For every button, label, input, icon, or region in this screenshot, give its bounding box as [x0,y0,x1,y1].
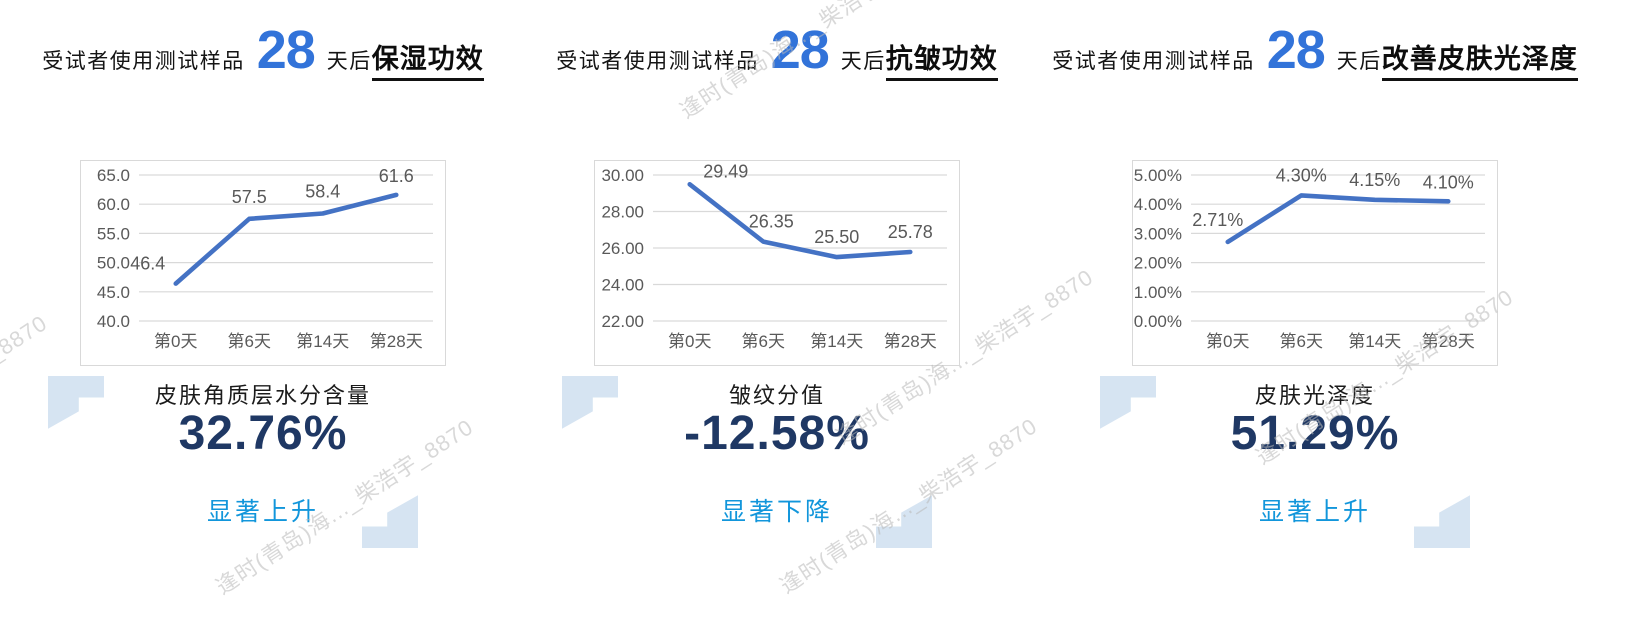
svg-text:3.00%: 3.00% [1134,224,1182,243]
change-status: 显著下降 [720,498,833,526]
svg-text:28.00: 28.00 [601,203,644,222]
svg-text:46.4: 46.4 [130,254,165,274]
svg-text:第6天: 第6天 [228,332,271,351]
svg-text:0.00%: 0.00% [1134,312,1182,331]
change-value: -12.58% [684,407,870,460]
svg-text:第0天: 第0天 [668,332,711,351]
svg-text:4.15%: 4.15% [1349,170,1400,190]
svg-text:22.00: 22.00 [601,312,644,331]
change-value: 32.76% [178,407,348,460]
line-chart-moisture: 65.0 60.0 55.0 50.0 45.0 40.0 第0天 第6天 第14天 第28天 46… [80,160,446,366]
svg-text:第28天: 第28天 [884,332,937,351]
title-mid: 天后 [1336,50,1382,73]
svg-text:26.35: 26.35 [749,212,794,232]
panel-moisturizing: 受试者使用测试样品 28 天后 保湿功效 65.0 60.0 55.0 50.0 45.… [0,0,546,618]
svg-text:25.50: 25.50 [814,227,859,247]
title-highlight: 保湿功效 [371,37,484,81]
svg-text:61.6: 61.6 [379,166,414,186]
title-day-count: 28 [1266,20,1326,80]
change-value: 51.29% [1230,407,1400,460]
title-highlight: 抗皱功效 [885,37,998,81]
title-prefix: 受试者使用测试样品 [556,50,759,73]
change-status: 显著上升 [206,498,319,526]
panel-title: 受试者使用测试样品 28 天后 抗皱功效 [504,20,1050,81]
svg-text:55.0: 55.0 [97,224,130,243]
panel-gloss: 受试者使用测试样品 28 天后 改善皮肤光泽度 5.00% 4.00% 3.00% 2… [1052,0,1638,618]
line-chart-svg: 5.00% 4.00% 3.00% 2.00% 1.00% 0.00% 第0天 第6天 第14天… [1134,165,1485,351]
change-status: 显著上升 [1258,498,1371,526]
svg-text:60.0: 60.0 [97,195,130,214]
svg-text:第14天: 第14天 [810,332,863,351]
line-chart-wrinkle: 30.00 28.00 26.00 24.00 22.00 第0天 第6天 第14天 第28天 2… [594,160,960,366]
svg-text:2.00%: 2.00% [1134,254,1182,273]
title-prefix: 受试者使用测试样品 [42,50,245,73]
svg-text:第28天: 第28天 [1422,332,1475,351]
title-day-count: 28 [256,20,316,80]
svg-text:4.30%: 4.30% [1276,165,1327,185]
svg-text:65.0: 65.0 [97,166,130,185]
svg-text:第0天: 第0天 [1206,332,1249,351]
svg-text:30.00: 30.00 [601,166,644,185]
line-chart-gloss: 5.00% 4.00% 3.00% 2.00% 1.00% 0.00% 第0天 第6天 第14天… [1132,160,1498,366]
panel-anti-wrinkle: 受试者使用测试样品 28 天后 抗皱功效 30.00 28.00 26.00 24.0… [546,0,1092,618]
title-mid: 天后 [840,50,886,73]
svg-text:29.49: 29.49 [703,161,748,181]
svg-text:24.00: 24.00 [601,276,644,295]
svg-text:40.0: 40.0 [97,312,130,331]
svg-text:2.71%: 2.71% [1192,210,1243,230]
svg-text:第28天: 第28天 [370,332,423,351]
panel-title: 受试者使用测试样品 28 天后 保湿功效 [0,20,536,81]
metric-label: 皱纹分值 [728,383,825,408]
svg-text:45.0: 45.0 [97,283,130,302]
svg-text:4.10%: 4.10% [1423,172,1474,192]
svg-text:第6天: 第6天 [742,332,785,351]
title-highlight: 改善皮肤光泽度 [1381,37,1578,81]
title-prefix: 受试者使用测试样品 [1052,50,1255,73]
svg-text:4.00%: 4.00% [1134,195,1182,214]
line-chart-svg: 65.0 60.0 55.0 50.0 45.0 40.0 第0天 第6天 第14天 第28天 46… [97,166,433,351]
title-mid: 天后 [326,50,372,73]
svg-text:第0天: 第0天 [154,332,197,351]
svg-text:第6天: 第6天 [1280,332,1323,351]
title-day-count: 28 [770,20,830,80]
svg-text:5.00%: 5.00% [1134,166,1182,185]
panel-title: 受试者使用测试样品 28 天后 改善皮肤光泽度 [1042,20,1588,81]
svg-text:25.78: 25.78 [888,222,933,242]
svg-text:57.5: 57.5 [232,187,267,207]
svg-text:1.00%: 1.00% [1134,283,1182,302]
svg-text:58.4: 58.4 [305,182,340,202]
svg-text:50.0: 50.0 [97,254,130,273]
metric-label: 皮肤角质层水分含量 [154,383,371,408]
metric-label: 皮肤光泽度 [1254,383,1375,408]
svg-text:26.00: 26.00 [601,239,644,258]
svg-text:第14天: 第14天 [296,332,349,351]
line-chart-svg: 30.00 28.00 26.00 24.00 22.00 第0天 第6天 第14天 第28天 2… [601,161,947,351]
svg-text:第14天: 第14天 [1348,332,1401,351]
